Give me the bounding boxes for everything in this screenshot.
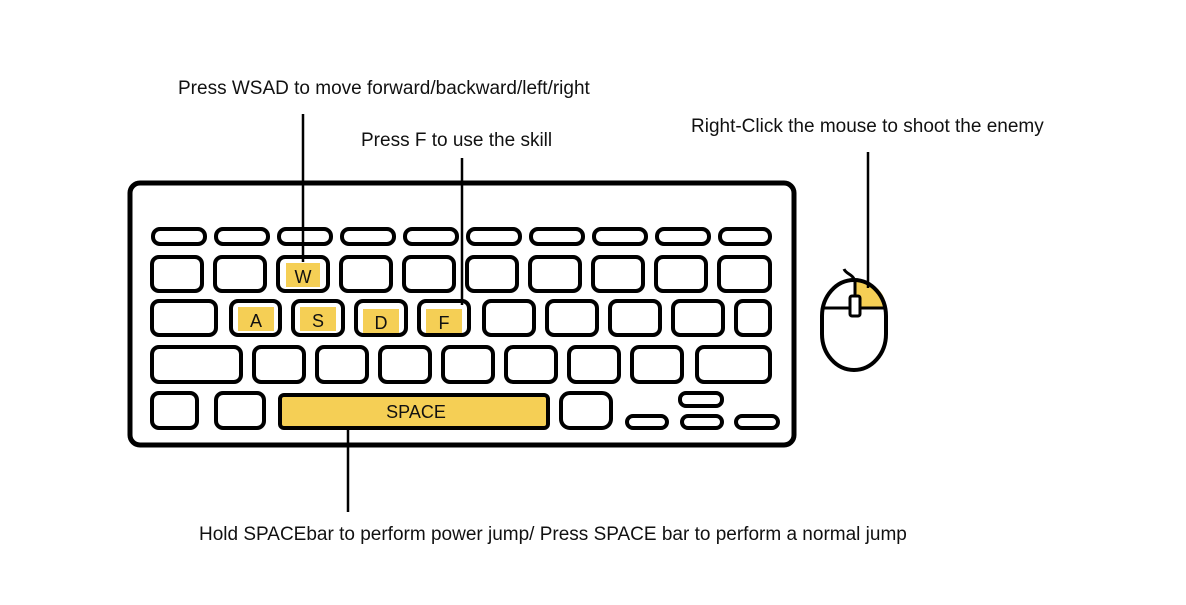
key	[441, 345, 495, 384]
key	[559, 391, 613, 430]
key	[252, 345, 306, 384]
arrow-down-key	[680, 414, 724, 430]
key-w-label: W	[295, 267, 312, 287]
key	[402, 255, 456, 293]
space-callout-text: Hold SPACEbar to perform power jump/ Pre…	[199, 524, 907, 545]
mouse-scroll-wheel	[848, 294, 862, 318]
skill-callout-text: Press F to use the skill	[361, 130, 553, 151]
key	[465, 255, 519, 293]
function-key	[466, 227, 522, 246]
key	[482, 299, 536, 337]
mouse-cable	[842, 268, 856, 280]
arrow-right-key	[734, 414, 780, 430]
function-key	[277, 227, 333, 246]
key	[671, 299, 725, 337]
key	[528, 255, 582, 293]
key	[213, 255, 267, 293]
key-row-4	[150, 345, 772, 384]
function-key	[151, 227, 207, 246]
key-d-label: D	[375, 313, 388, 333]
function-key-row	[151, 227, 772, 246]
arrow-up-key	[678, 391, 724, 408]
key-f-highlight	[426, 309, 462, 333]
key-s-label: S	[312, 311, 324, 331]
mouse-right-button	[855, 280, 886, 308]
key	[654, 255, 708, 293]
key	[630, 345, 684, 384]
key-f-label: F	[439, 313, 450, 333]
key	[378, 345, 432, 384]
key	[591, 255, 645, 293]
key	[734, 299, 772, 337]
function-key	[529, 227, 585, 246]
mouse-callout-text: Right-Click the mouse to shoot the enemy	[691, 116, 1044, 137]
tab-key	[150, 299, 218, 337]
function-key	[655, 227, 711, 246]
function-key	[403, 227, 459, 246]
key	[608, 299, 662, 337]
key	[339, 255, 393, 293]
space-key-label: SPACE	[386, 402, 446, 422]
key	[214, 391, 266, 430]
enter-key	[695, 345, 772, 384]
function-key	[592, 227, 648, 246]
key	[504, 345, 558, 384]
key-w-highlight	[286, 263, 320, 287]
key-a-label: A	[250, 311, 262, 331]
key	[717, 255, 772, 293]
key	[150, 391, 199, 430]
key	[315, 345, 369, 384]
key-a-highlight	[238, 307, 274, 331]
key	[545, 299, 599, 337]
key-row-2	[150, 255, 772, 293]
function-key	[214, 227, 270, 246]
key-d-highlight	[363, 309, 399, 333]
key	[150, 255, 204, 293]
arrow-left-key	[625, 414, 669, 430]
mouse	[820, 268, 888, 372]
space-key	[278, 393, 550, 430]
key	[567, 345, 621, 384]
function-key	[340, 227, 396, 246]
key-row-5	[150, 391, 780, 430]
function-key	[718, 227, 772, 246]
shift-key	[150, 345, 243, 384]
key-s-highlight	[300, 307, 336, 331]
wsad-callout-text: Press WSAD to move forward/backward/left…	[178, 78, 590, 99]
